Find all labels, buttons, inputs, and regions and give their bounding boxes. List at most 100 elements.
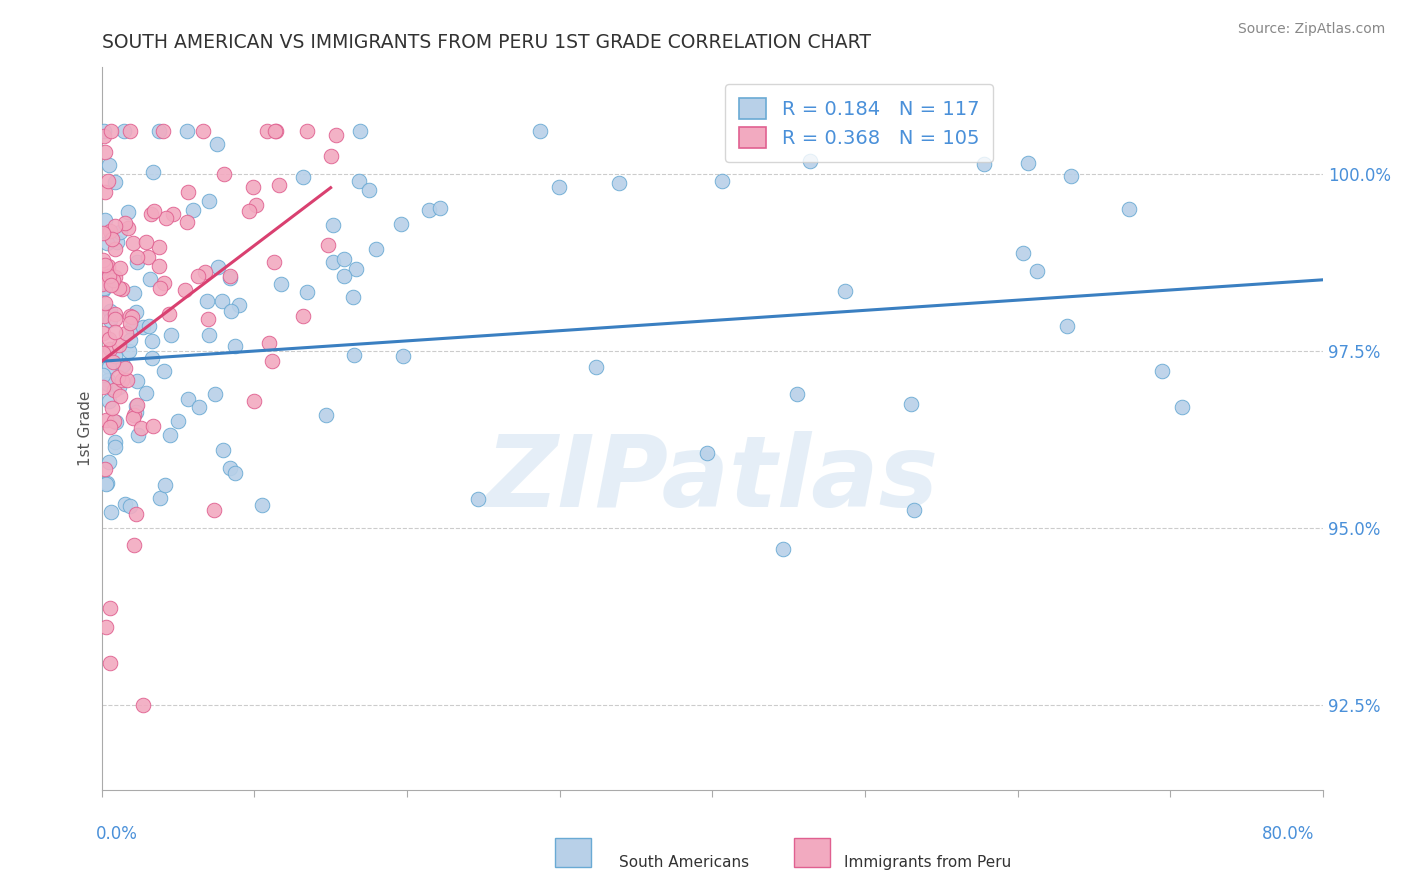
Point: [103, 273, 125, 287]
Point: [98, 455, 121, 469]
Point: [94, 462, 117, 476]
Point: [125, 374, 148, 388]
Point: [142, 418, 165, 433]
Point: [343, 348, 366, 362]
Point: [104, 311, 127, 326]
Point: [125, 508, 148, 522]
Point: [257, 335, 280, 350]
Point: [297, 124, 319, 138]
Point: [91, 277, 114, 291]
Point: [321, 255, 343, 269]
Point: [389, 217, 412, 231]
Point: [97, 268, 120, 283]
Point: [104, 441, 127, 455]
Point: [91, 227, 114, 241]
Point: [194, 265, 217, 279]
Point: [195, 294, 218, 309]
Point: [101, 355, 124, 369]
Point: [333, 252, 356, 267]
Point: [211, 294, 233, 309]
Point: [392, 350, 415, 364]
Point: [267, 178, 290, 193]
Point: [91, 276, 114, 290]
Point: [292, 169, 315, 184]
Point: [94, 476, 117, 491]
Point: [114, 361, 136, 376]
Point: [297, 285, 319, 299]
Point: [93, 128, 115, 143]
Point: [1152, 364, 1174, 378]
Point: [125, 305, 148, 319]
Point: [1011, 246, 1033, 260]
Point: [94, 412, 117, 426]
Point: [467, 491, 489, 506]
Y-axis label: 1st Grade: 1st Grade: [79, 391, 93, 467]
Point: [205, 137, 228, 152]
Point: [197, 194, 219, 209]
Point: [202, 502, 225, 516]
Point: [108, 338, 131, 352]
Point: [121, 320, 143, 334]
Point: [94, 185, 117, 199]
Point: [111, 373, 134, 387]
Point: [696, 446, 718, 460]
Point: [97, 377, 120, 392]
Point: [264, 124, 287, 138]
Point: [91, 346, 114, 360]
Point: [799, 153, 821, 168]
Point: [198, 328, 221, 343]
Point: [104, 325, 127, 339]
Point: [94, 259, 117, 273]
Point: [176, 215, 198, 229]
Point: [104, 175, 127, 189]
Point: [418, 202, 440, 217]
Text: 0.0%: 0.0%: [96, 825, 138, 843]
Point: [333, 269, 356, 284]
Point: [193, 124, 215, 138]
Point: [173, 283, 195, 297]
Point: [157, 307, 180, 321]
Point: [224, 466, 246, 480]
Point: [122, 236, 145, 251]
Point: [1017, 156, 1039, 170]
Point: [711, 173, 734, 187]
Point: [148, 124, 170, 138]
Point: [219, 271, 242, 285]
Point: [903, 503, 925, 517]
Point: [120, 124, 142, 138]
Point: [97, 260, 120, 275]
Point: [117, 221, 139, 235]
Point: [359, 183, 381, 197]
Point: [212, 443, 235, 458]
Point: [98, 343, 121, 357]
Point: [108, 260, 131, 275]
Point: [1026, 264, 1049, 278]
Point: [148, 240, 170, 254]
Point: [1060, 169, 1083, 184]
Point: [148, 259, 170, 273]
Point: [149, 491, 172, 506]
Point: [97, 332, 120, 346]
Point: [429, 202, 451, 216]
Point: [219, 268, 242, 283]
Point: [108, 389, 131, 403]
Point: [127, 255, 149, 269]
Point: [1118, 202, 1140, 217]
Point: [127, 398, 149, 412]
Point: [93, 280, 115, 294]
Point: [135, 235, 157, 250]
Point: [142, 165, 165, 179]
Point: [256, 124, 278, 138]
Point: [262, 354, 284, 368]
Point: [98, 394, 121, 409]
Point: [125, 404, 148, 418]
Legend: R = 0.184   N = 117, R = 0.368   N = 105: R = 0.184 N = 117, R = 0.368 N = 105: [725, 84, 993, 161]
Point: [129, 421, 152, 435]
Text: South Americans: South Americans: [619, 855, 749, 870]
Point: [264, 124, 287, 138]
Point: [97, 158, 120, 172]
Point: [136, 251, 159, 265]
Point: [114, 326, 136, 341]
Point: [529, 124, 551, 138]
Point: [138, 319, 160, 334]
